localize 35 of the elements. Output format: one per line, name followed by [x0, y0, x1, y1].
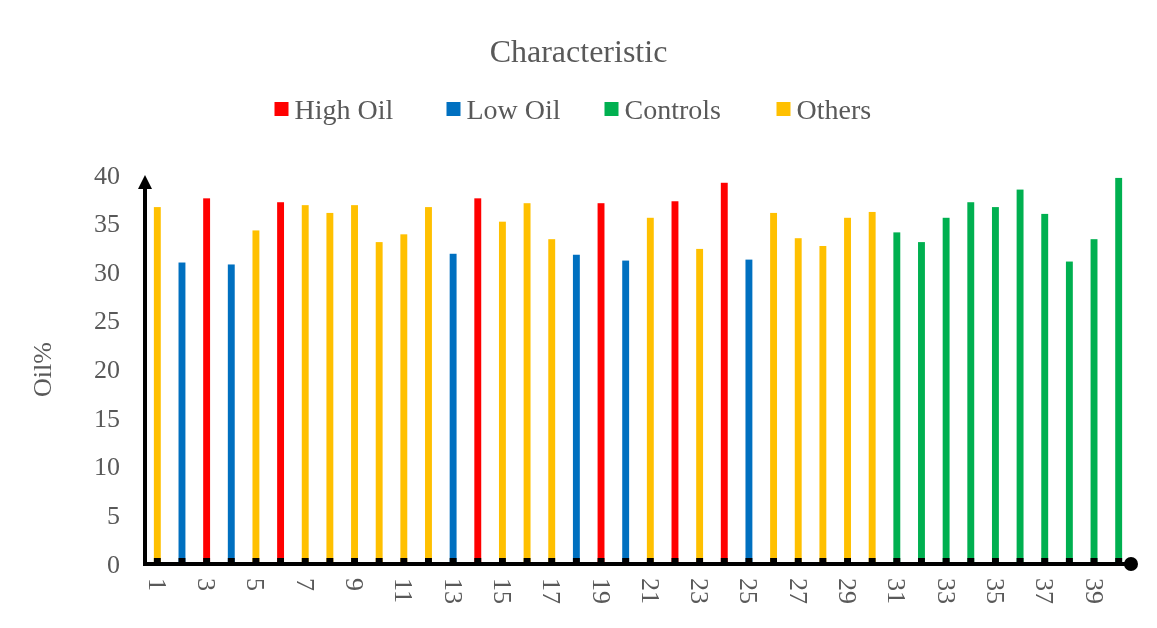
x-tick-label: 39	[1079, 578, 1109, 604]
x-tick-label: 9	[340, 578, 370, 591]
x-tick-label: 31	[882, 578, 912, 604]
x-tick-label: 1	[142, 578, 172, 591]
legend-label: Controls	[624, 93, 721, 125]
legend-label: Others	[796, 93, 872, 125]
x-tick-label: 13	[438, 578, 468, 604]
x-tick-label: 5	[241, 578, 271, 591]
x-tick-label: 11	[389, 578, 419, 604]
y-tick-label: 10	[94, 452, 120, 482]
y-tick-label: 40	[94, 160, 120, 190]
chart-title: Characteristic	[489, 33, 668, 69]
x-tick-label: 19	[586, 578, 616, 604]
x-tick-label: 21	[635, 578, 665, 604]
y-tick-label: 25	[94, 306, 120, 336]
y-tick-label: 5	[107, 500, 120, 530]
y-tick-label: 0	[107, 549, 120, 579]
x-tick-label: 17	[537, 578, 567, 604]
legend-label: Low Oil	[466, 93, 561, 125]
x-tick-label: 25	[734, 578, 764, 604]
x-tick-label: 33	[931, 578, 961, 604]
y-axis-title: Oil%	[27, 342, 57, 397]
x-tick-label: 7	[290, 578, 320, 591]
x-tick-label: 37	[1030, 578, 1060, 604]
x-tick-label: 23	[685, 578, 715, 604]
x-tick-label: 27	[783, 578, 813, 604]
y-tick-label: 20	[94, 355, 120, 384]
x-tick-label: 35	[980, 578, 1010, 604]
x-tick-label: 29	[833, 578, 863, 604]
legend-label: High Oil	[294, 93, 394, 125]
x-tick-label: 15	[487, 578, 517, 604]
y-tick-label: 35	[94, 209, 120, 239]
y-tick-label: 15	[94, 403, 120, 433]
x-tick-label: 3	[192, 578, 222, 591]
y-tick-label: 30	[94, 257, 120, 287]
